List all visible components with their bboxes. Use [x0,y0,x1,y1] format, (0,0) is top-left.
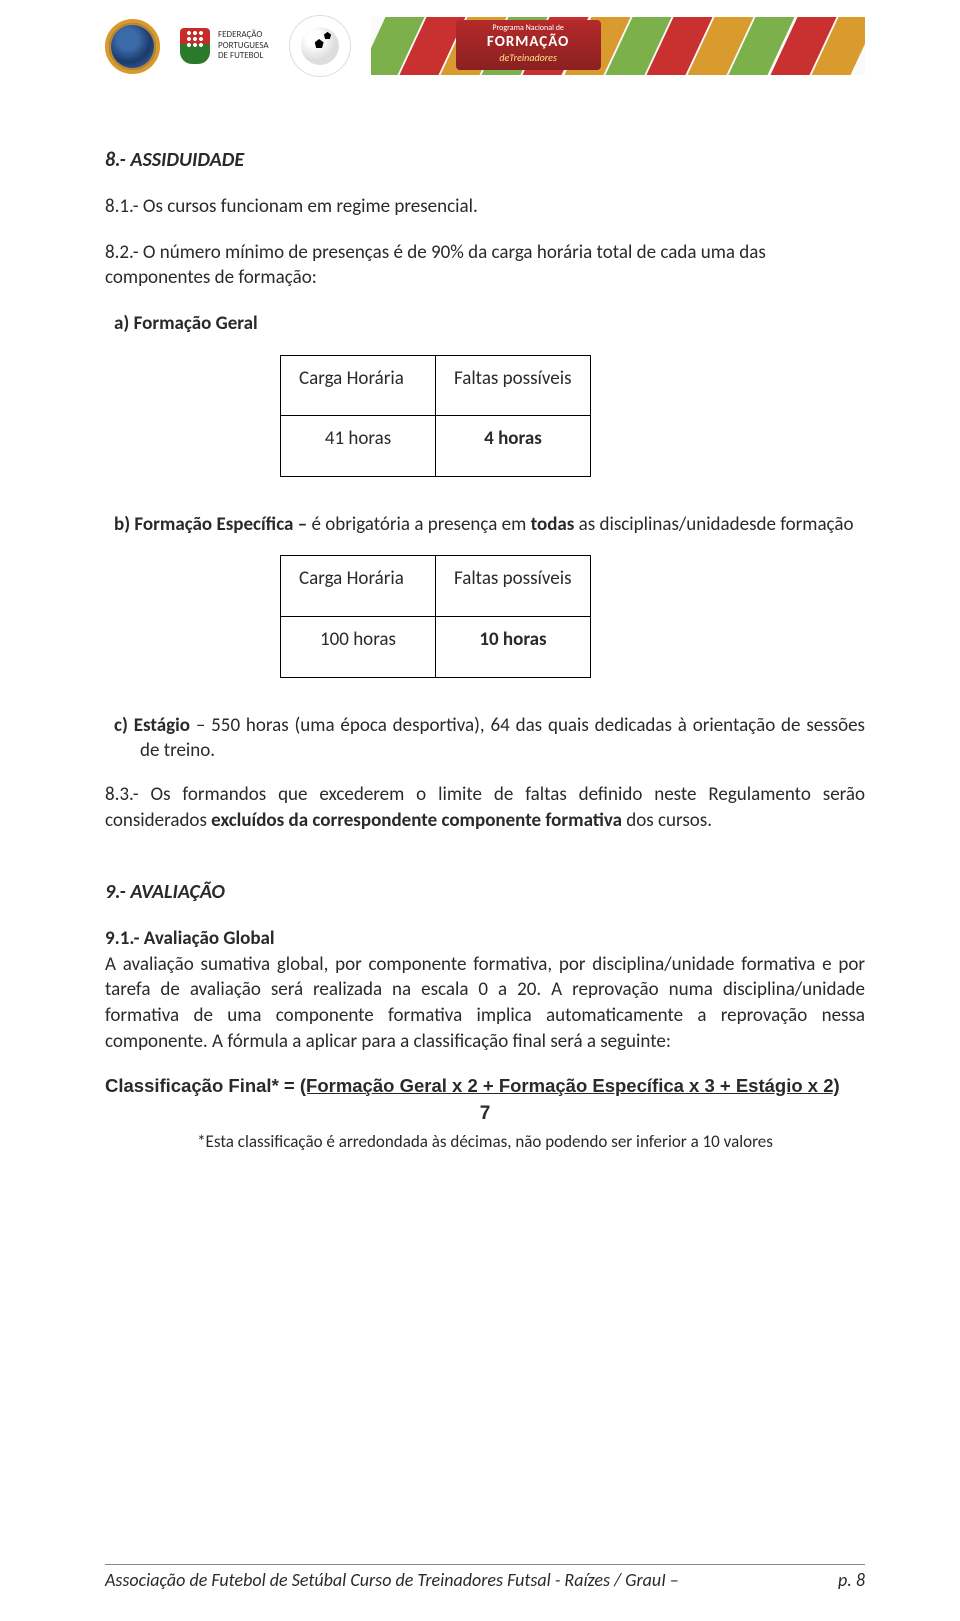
uefa-logo-icon [105,19,160,74]
item-b-bold1: Formação Específica [134,513,293,536]
fpf-text: FEDERAÇÃO PORTUGUESA DE FUTEBOL [218,30,269,62]
item-c-bold: Estágio [134,714,190,737]
th-faltas: Faltas possíveis [436,355,591,416]
item-a-text: Formação Geral [134,312,258,335]
td-faltas: 10 horas [436,617,591,678]
th-carga: Carga Horária [281,355,436,416]
page-content: 8.- ASSIDUIDADE 8.1.- Os cursos funciona… [105,147,865,1154]
afs-logo-icon [289,15,351,77]
table-formacao-especifica: Carga Horária Faltas possíveis 100 horas… [280,555,591,677]
section-8-title: 8.- ASSIDUIDADE [105,147,865,174]
item-a: a) Formação Geral [105,311,865,337]
fpf-logo-block: FEDERAÇÃO PORTUGUESA DE FUTEBOL [180,28,269,64]
td-horas: 41 horas [281,416,436,477]
banner-main-text: FORMAÇÃO [456,33,601,51]
th-faltas: Faltas possíveis [436,556,591,617]
item-b-bold2: todas [531,513,575,536]
formula-expression: (Formação Geral x 2 + Formação Específic… [300,1075,840,1096]
para-9-1-body: A avaliação sumativa global, por compone… [105,953,865,1053]
item-c: c) Estágio – 550 horas (uma época despor… [105,713,865,764]
table-formacao-geral: Carga Horária Faltas possíveis 41 horas … [280,355,591,477]
item-c-rest: – 550 horas (uma época desportiva), 64 d… [140,714,865,763]
item-c-prefix: c) [114,714,128,737]
item-a-prefix: a) [114,312,129,335]
table-row: 41 horas 4 horas [281,416,591,477]
table-row: Carga Horária Faltas possíveis [281,556,591,617]
page-number: p. 8 [838,1569,865,1591]
item-b-mid: é obrigatória a presença em [311,513,530,536]
formula-label: Classificação Final* = [105,1075,300,1096]
para-8-3-b: dos cursos. [622,809,712,832]
section-9-title: 9.- AVALIAÇÃO [105,879,865,906]
banner-sub-text: deTreinadores [456,51,601,64]
para-8-3: 8.3.- Os formandos que excederem o limit… [105,782,865,833]
para-8-3-bold: excluídos da correspondente componente f… [211,809,622,832]
para-8-2: 8.2.- O número mínimo de presenças é de … [105,240,865,291]
page-header: FEDERAÇÃO PORTUGUESA DE FUTEBOL Programa… [105,15,865,77]
banner-badge: Programa Nacional de FORMAÇÃO deTreinado… [456,20,601,70]
formula-divisor: 7 [105,1101,865,1127]
subheading-9-1: 9.1.- Avaliação Global [105,927,275,950]
formula-line: Classificação Final* = (Formação Geral x… [105,1074,865,1099]
banner-top-text: Programa Nacional de [456,23,601,33]
item-b-end: as disciplinas/unidadesde formação [574,513,853,536]
th-carga: Carga Horária [281,556,436,617]
footer-text: Associação de Futebol de Setúbal Curso d… [105,1569,679,1591]
para-9-1: 9.1.- Avaliação Global A avaliação sumat… [105,926,865,1054]
formula-note: *Esta classificação é arredondada às déc… [105,1131,865,1154]
formacao-banner: Programa Nacional de FORMAÇÃO deTreinado… [371,17,865,75]
fpf-line1: FEDERAÇÃO [218,30,269,41]
table-row: 100 horas 10 horas [281,617,591,678]
item-b: b) Formação Específica – é obrigatória a… [105,512,865,538]
fpf-shield-icon [180,28,210,64]
td-faltas: 4 horas [436,416,591,477]
ball-icon [301,27,339,65]
table-row: Carga Horária Faltas possíveis [281,355,591,416]
page-footer: Associação de Futebol de Setúbal Curso d… [105,1564,865,1591]
item-b-prefix: b) [114,513,130,536]
td-horas: 100 horas [281,617,436,678]
para-8-1: 8.1.- Os cursos funcionam em regime pres… [105,194,865,220]
fpf-line3: DE FUTEBOL [218,51,269,62]
